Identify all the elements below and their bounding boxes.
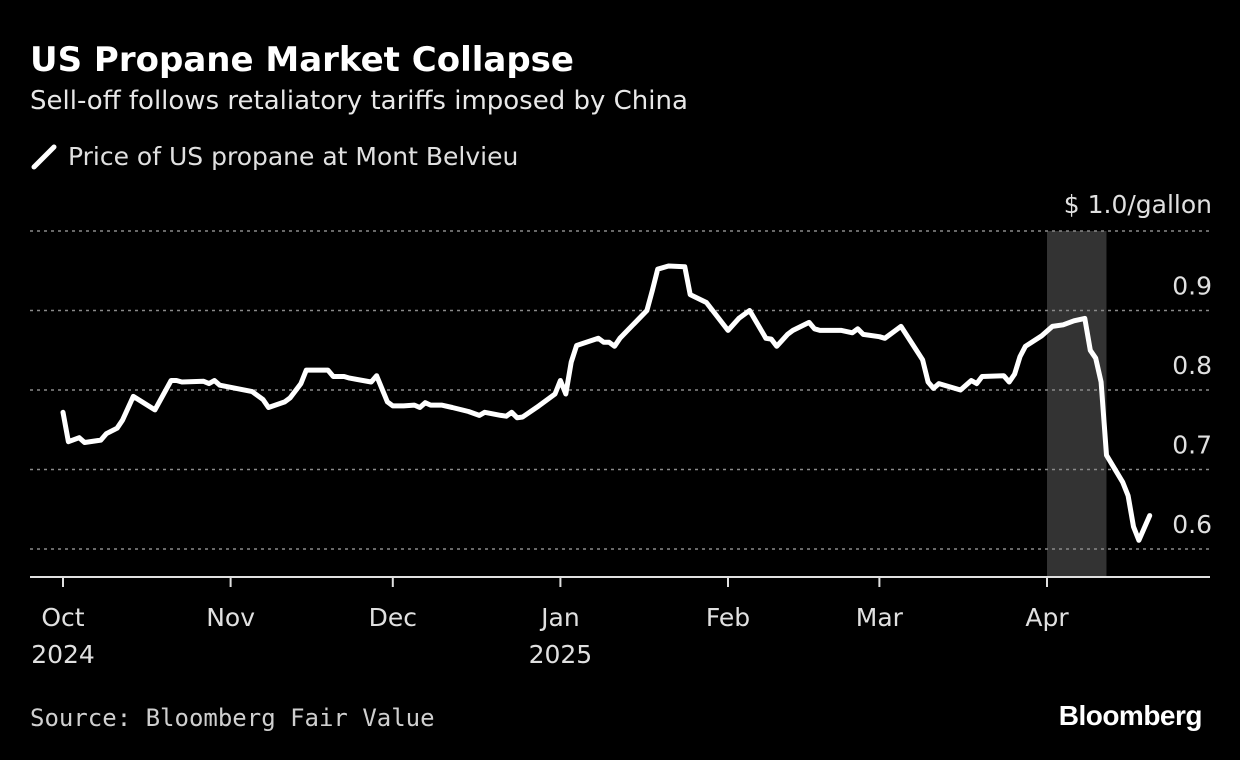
legend-line-icon [31,144,57,169]
x-tick-label: Feb [706,603,750,632]
gridlines [30,230,1210,550]
highlight-band [1047,231,1107,577]
x-tick-sublabel: 2024 [31,640,95,669]
legend-label: Price of US propane at Mont Belvieu [68,142,519,171]
y-tick-label: 0.7 [1172,431,1212,460]
x-tick-label: Jan [539,603,580,632]
x-tick-label: Apr [1025,603,1069,632]
legend: Price of US propane at Mont Belvieu [30,142,518,171]
series-layer [60,263,1153,543]
chart-subtitle: Sell-off follows retaliatory tariffs imp… [30,86,688,116]
y-tick-label: 0.6 [1172,510,1212,539]
y-tick-label: 0.8 [1172,351,1212,380]
source-note: Source: Bloomberg Fair Value [30,704,435,732]
line-chart: 0.6 0.7 0.8 0.9 $ 1.0/gallon Oct 2024 Nov Dec Ja… [30,190,1212,669]
x-axis-ticks: Oct 2024 Nov Dec Jan 2025 Feb Mar Apr [31,577,1069,669]
chart-title: US Propane Market Collapse [30,40,574,80]
x-tick-label: Oct [41,603,84,632]
y-tick-label: 0.9 [1172,272,1212,301]
highlight-band-layer [1047,231,1107,577]
bloomberg-logo: Bloomberg [1058,700,1203,731]
x-tick-sublabel: 2025 [529,640,593,669]
x-tick-label: Mar [856,603,904,632]
y-tick-label: $ 1.0/gallon [1064,190,1212,219]
series-line-propane-price [60,263,1153,543]
x-tick-label: Nov [206,603,255,632]
y-axis-ticks: 0.6 0.7 0.8 0.9 $ 1.0/gallon [1064,190,1212,539]
x-tick-label: Dec [369,603,417,632]
